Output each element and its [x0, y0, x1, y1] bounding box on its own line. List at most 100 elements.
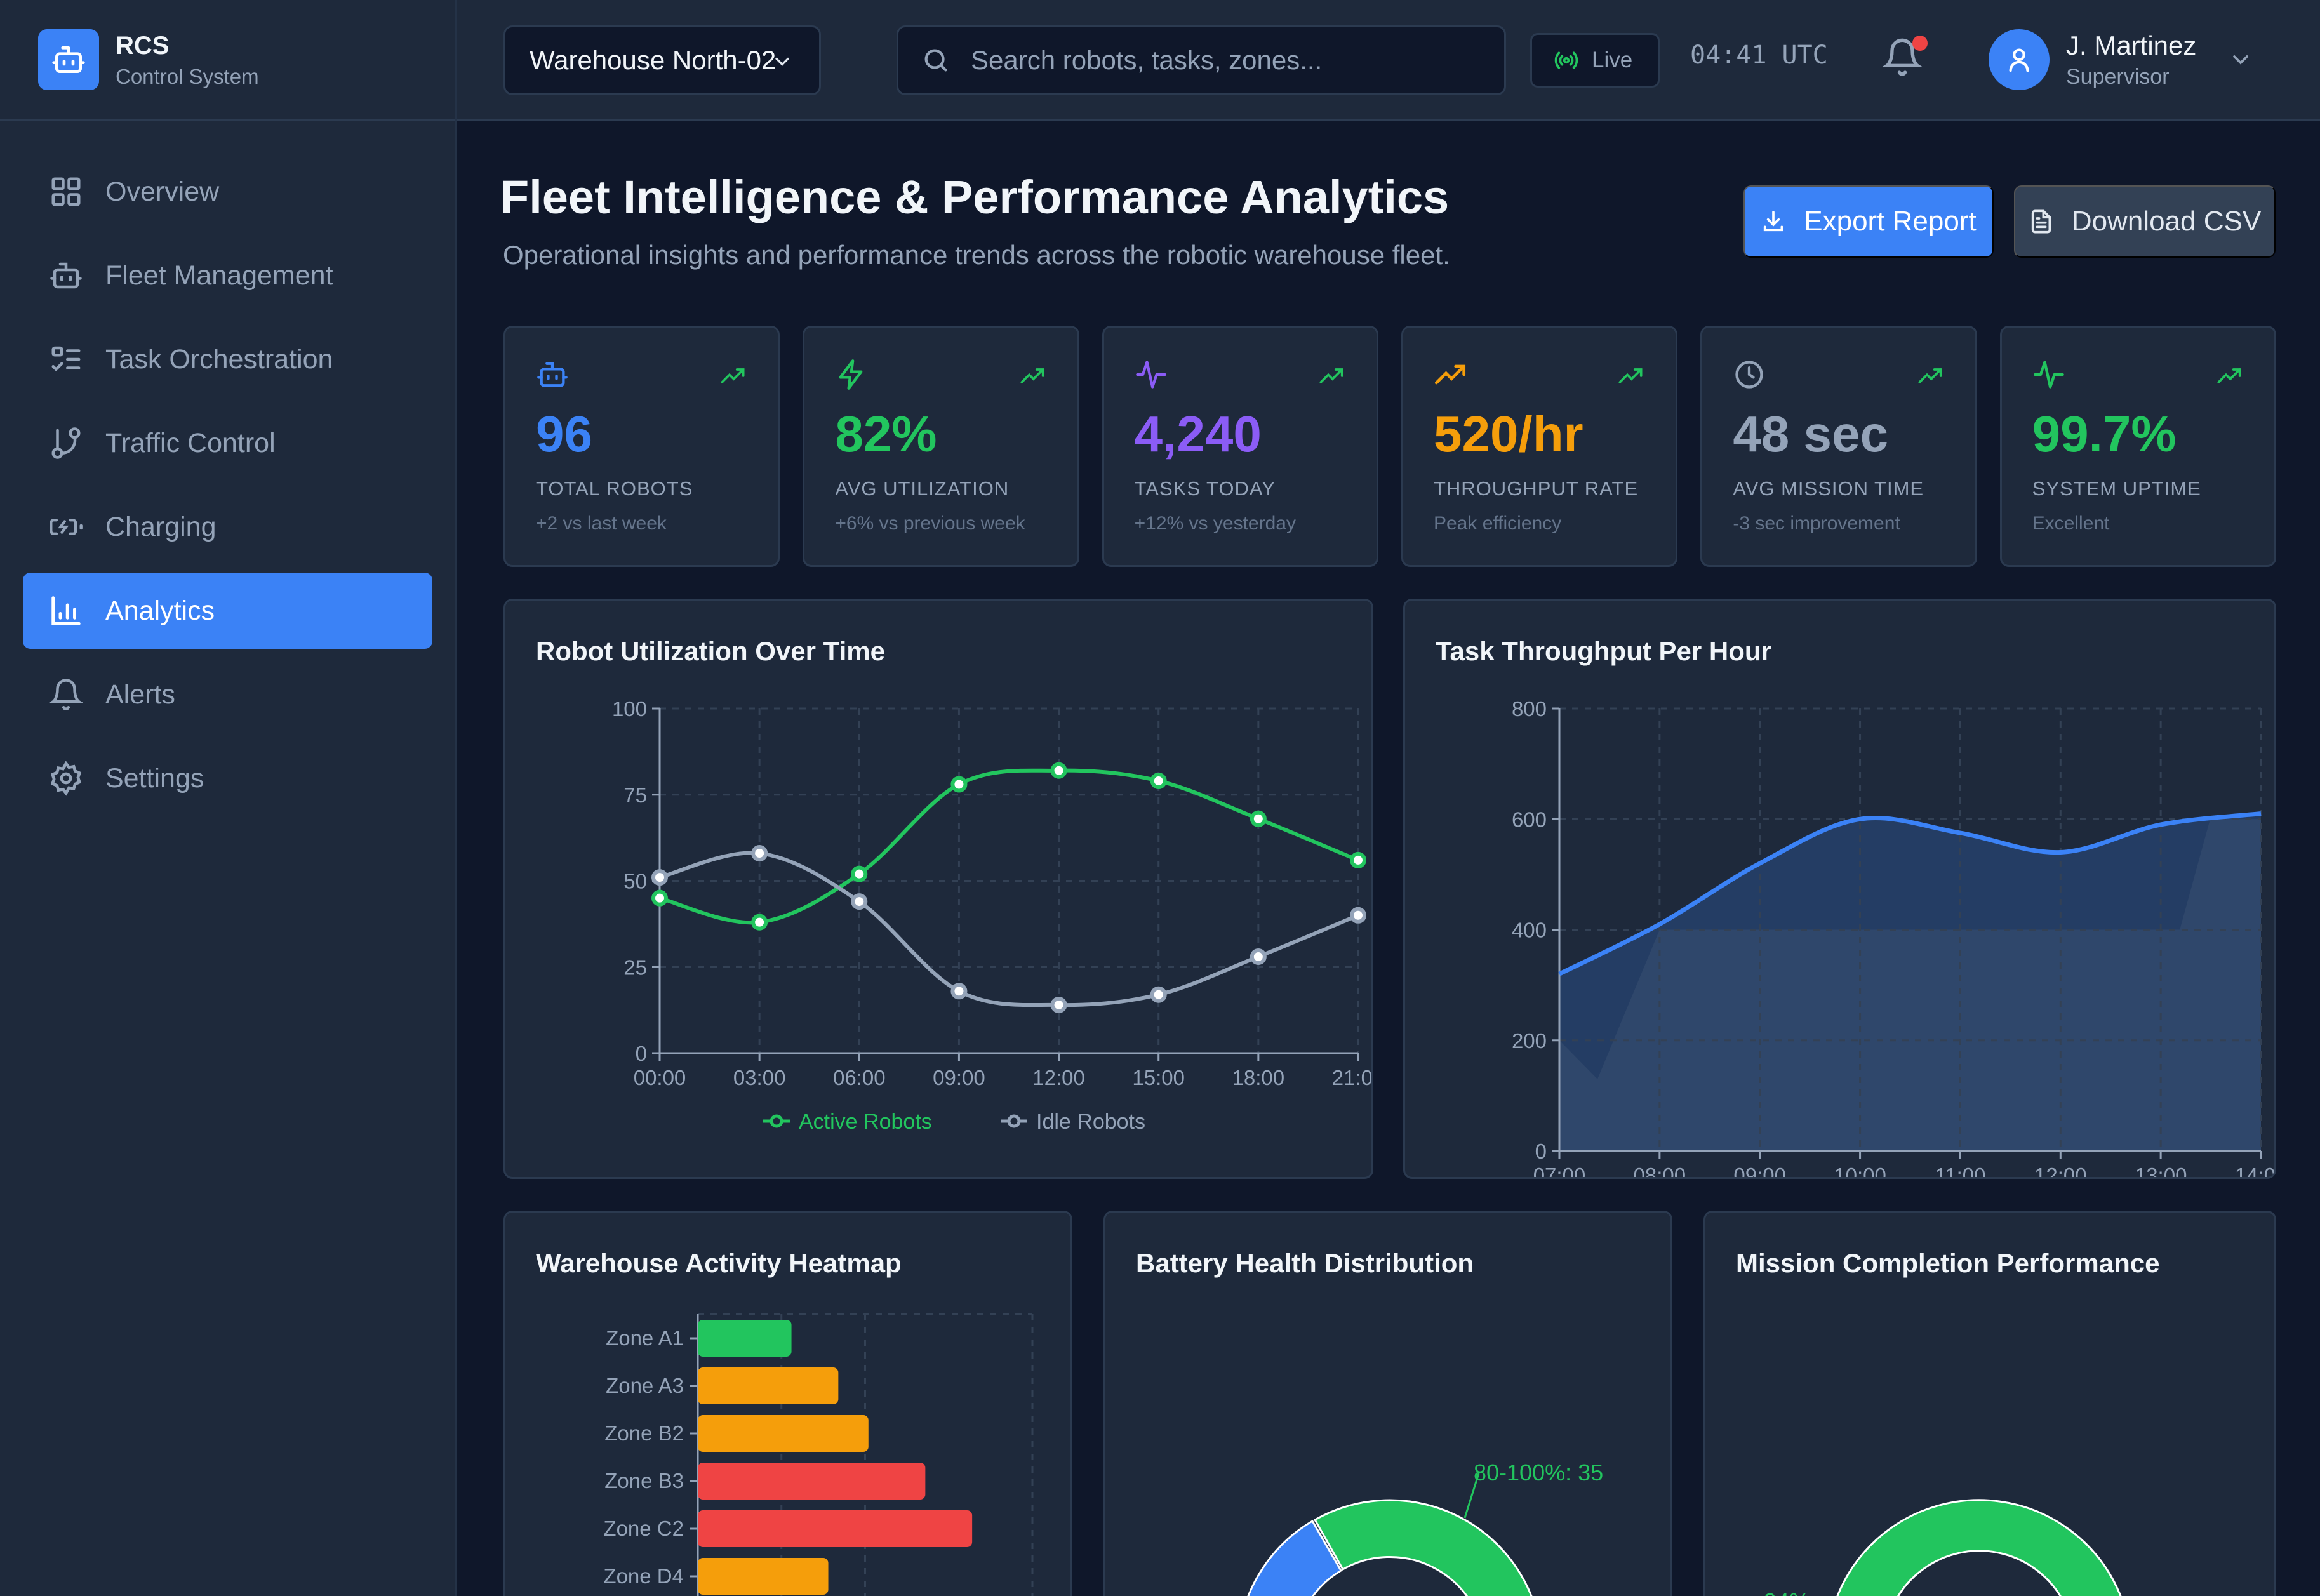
kpi-value: 96 — [536, 406, 592, 462]
svg-text:400: 400 — [1512, 919, 1547, 942]
sidebar-item-task-orchestration[interactable]: Task Orchestration — [23, 321, 432, 397]
trending-up-icon — [1434, 364, 1466, 385]
kpi-value: 82% — [835, 406, 937, 462]
svg-text:13:00: 13:00 — [2135, 1164, 2187, 1179]
user-role: Supervisor — [2066, 64, 2170, 89]
utilization-line-chart[interactable]: 0 25 50 75 100 00:00 03:00 06:00 09:00 12:00 15:00… — [505, 601, 1373, 1179]
sidebar-item-label: Alerts — [105, 679, 175, 710]
kpi-card-avg-utilization: 82% AVG UTILIZATION +6% vs previous week — [803, 326, 1079, 567]
svg-text:06:00: 06:00 — [833, 1066, 886, 1089]
sidebar-item-alerts[interactable]: Alerts — [23, 656, 432, 733]
download-csv-button[interactable]: Download CSV — [2014, 185, 2276, 258]
svg-text:Zone D4: Zone D4 — [603, 1564, 684, 1588]
bell-icon — [48, 677, 84, 712]
mission-label-complete: e: 94% — [1738, 1588, 1810, 1596]
svg-text:09:00: 09:00 — [1733, 1164, 1786, 1179]
kpi-note: +6% vs previous week — [835, 513, 1025, 534]
svg-text:14:00: 14:00 — [2235, 1164, 2276, 1179]
sidebar-nav: Overview Fleet Management Task Orchestra… — [0, 121, 455, 816]
download-icon — [1764, 211, 1783, 232]
trending-up-icon — [1918, 368, 1942, 383]
warehouse-select[interactable]: Warehouse North-02 — [503, 25, 821, 95]
kpi-card-tasks-today: 4,240 TASKS TODAY +12% vs yesterday — [1102, 326, 1378, 567]
kpi-label: AVG UTILIZATION — [835, 477, 1010, 500]
kpi-card-system-uptime: 99.7% SYSTEM UPTIME Excellent — [1999, 326, 2276, 567]
trending-up-icon — [1618, 368, 1643, 383]
page-title: Fleet Intelligence & Performance Analyti… — [500, 171, 1450, 223]
sidebar-item-label: Task Orchestration — [105, 343, 333, 375]
sidebar: RCS Control System Overview Fleet Manage… — [0, 0, 457, 1596]
kpi-label: TASKS TODAY — [1134, 477, 1276, 500]
sidebar-item-charging[interactable]: Charging — [23, 489, 432, 565]
gear-icon — [48, 761, 84, 796]
file-text-icon — [2031, 209, 2051, 234]
utc-clock: 04:41 UTC — [1690, 41, 1828, 70]
svg-text:18:00: 18:00 — [1232, 1066, 1285, 1089]
user-menu[interactable]: J. Martinez Supervisor — [1989, 29, 2253, 90]
robot-icon — [48, 258, 84, 293]
search-input[interactable] — [971, 45, 1491, 76]
sidebar-item-analytics[interactable]: Analytics — [23, 573, 432, 649]
live-status-badge[interactable]: Live — [1530, 33, 1660, 88]
chart-legend[interactable]: Active Robots Idle Robots — [763, 1110, 1145, 1134]
bar[interactable] — [698, 1367, 839, 1404]
bar[interactable] — [698, 1558, 829, 1595]
svg-text:600: 600 — [1512, 808, 1547, 831]
kpi-label: TOTAL ROBOTS — [536, 477, 693, 500]
svg-text:25: 25 — [623, 955, 647, 979]
export-report-button[interactable]: Export Report — [1743, 185, 1994, 258]
bar[interactable] — [698, 1415, 869, 1452]
svg-text:11:00: 11:00 — [1935, 1164, 1985, 1179]
export-report-label: Export Report — [1804, 206, 1977, 237]
pulse-icon — [2033, 361, 2064, 389]
svg-text:Zone A1: Zone A1 — [606, 1326, 684, 1350]
svg-text:10:00: 10:00 — [1834, 1164, 1886, 1179]
sidebar-item-label: Fleet Management — [105, 260, 333, 291]
sidebar-item-traffic-control[interactable]: Traffic Control — [23, 405, 432, 481]
trending-up-icon — [1020, 368, 1044, 383]
kpi-note: +2 vs last week — [536, 513, 667, 534]
svg-text:21:00: 21:00 — [1332, 1066, 1373, 1089]
bar[interactable] — [698, 1320, 792, 1357]
live-label: Live — [1592, 48, 1633, 72]
user-name: J. Martinez — [2066, 30, 2197, 60]
sidebar-item-fleet-management[interactable]: Fleet Management — [23, 237, 432, 314]
svg-text:50: 50 — [623, 870, 647, 893]
brand: RCS Control System — [0, 0, 455, 121]
activity-bar-chart[interactable]: Zone A1 Zone A3 Zone B2 Zone B3 Zone C2 Zone … — [505, 1213, 1072, 1596]
svg-text:12:00: 12:00 — [1032, 1066, 1085, 1089]
kpi-card-avg-mission-time: 48 sec AVG MISSION TIME -3 sec improveme… — [1700, 326, 1977, 567]
bar[interactable] — [698, 1510, 973, 1547]
heatmap-chart-card: Warehouse Activity Heatmap Zone A1 Zone A… — [503, 1211, 1072, 1596]
task-list-icon — [48, 342, 84, 377]
sidebar-item-label: Charging — [105, 511, 217, 542]
download-csv-label: Download CSV — [2071, 206, 2262, 237]
search-box[interactable] — [897, 25, 1506, 95]
kpi-value: 99.7% — [2032, 406, 2177, 462]
mission-chart-card: Mission Completion Performance e: 94% Fa… — [1703, 1211, 2276, 1596]
svg-text:08:00: 08:00 — [1634, 1164, 1686, 1179]
robot-icon — [537, 362, 568, 387]
mission-donut-chart[interactable]: e: 94% Failed Delaye — [1705, 1213, 2276, 1596]
notifications-button[interactable] — [1881, 36, 1933, 88]
trending-up-icon — [2217, 368, 2241, 383]
trending-up-icon — [1319, 368, 1343, 383]
throughput-area-chart[interactable]: 0 200 400 600 800 07:00 08:00 09:00 10:00 11:00 12… — [1405, 601, 2276, 1179]
svg-text:0: 0 — [636, 1042, 647, 1065]
notification-dot — [1912, 36, 1928, 51]
sidebar-item-overview[interactable]: Overview — [23, 154, 432, 230]
svg-text:07:00: 07:00 — [1533, 1164, 1586, 1179]
search-icon — [924, 49, 947, 72]
sidebar-item-settings[interactable]: Settings — [23, 740, 432, 816]
svg-text:Zone C2: Zone C2 — [603, 1517, 684, 1540]
kpi-value: 48 sec — [1733, 406, 1888, 462]
bar[interactable] — [698, 1463, 926, 1500]
radio-signal-icon — [1554, 51, 1578, 69]
chevron-down-icon — [775, 57, 789, 66]
sidebar-item-label: Traffic Control — [105, 427, 276, 458]
top-header: Warehouse North-02 Live 04:41 UTC J. Mar… — [457, 0, 2320, 121]
chart-title: Warehouse Activity Heatmap — [536, 1248, 902, 1278]
sidebar-item-label: Settings — [105, 762, 204, 794]
grid-icon — [48, 174, 84, 209]
battery-donut-chart[interactable]: 80-100%: 35 %: 28 — [1105, 1213, 1672, 1596]
